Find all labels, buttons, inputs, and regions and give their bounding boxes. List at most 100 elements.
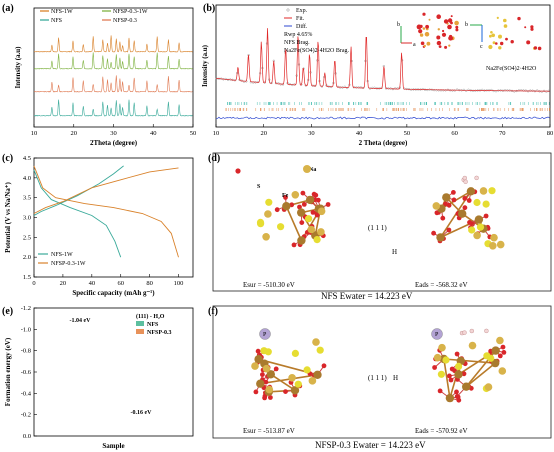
- inset-atom: [489, 34, 492, 38]
- na-atom: [468, 341, 477, 350]
- fe-atom: [445, 393, 455, 403]
- y-tick-label: 3.0: [23, 215, 31, 222]
- na-legend-atom: [303, 165, 311, 173]
- s-atom: [277, 223, 285, 231]
- y-tick-label: -0.6: [21, 369, 32, 376]
- panel-f-esur: Esur = -513.87 eV: [243, 427, 295, 435]
- inset-atom: [419, 30, 422, 34]
- y-tick-label: -1.2: [21, 305, 31, 312]
- plot-frame: [33, 157, 194, 278]
- inset-atom: [492, 41, 496, 45]
- h-atom: [462, 330, 467, 335]
- s-atom: [455, 362, 463, 370]
- na-atom: [317, 228, 325, 236]
- x-tick-label: 80: [146, 280, 153, 287]
- o-atom: [446, 227, 452, 233]
- x-tick-label: 0: [32, 280, 35, 287]
- p-atom-label: P: [435, 332, 439, 338]
- o-atom: [462, 196, 468, 201]
- h-atom: [484, 328, 489, 334]
- panel-b-plot: 10 20 30 40 50 60 70 80 2 Theta (degree) Intensit…: [201, 4, 553, 147]
- inset-atom: [422, 12, 426, 16]
- o-atom: [291, 242, 297, 248]
- na-atom: [317, 207, 326, 216]
- exp-point: [421, 87, 424, 91]
- na-atom: [262, 364, 271, 373]
- exp-point: [437, 89, 440, 92]
- fe-atom: [256, 379, 265, 388]
- o-atom: [301, 202, 307, 207]
- inset-atom: [500, 41, 504, 46]
- s-atom: [294, 380, 302, 388]
- gcd-curve-charge: [33, 167, 179, 214]
- fe-atom: [290, 386, 300, 395]
- y-tick-label: 3.5: [23, 195, 31, 202]
- o-atom: [497, 353, 503, 359]
- s-atom: [316, 346, 324, 354]
- xrd-series-line: [33, 75, 193, 93]
- legend-entry: NFS-1W: [51, 9, 73, 15]
- exp-point: [462, 88, 465, 91]
- p-atom: [431, 328, 443, 340]
- na-atom: [498, 367, 507, 375]
- o-atom: [313, 192, 319, 198]
- inset-atom: [505, 37, 508, 41]
- panel-f-frame: [212, 305, 552, 439]
- o-atom: [466, 198, 472, 203]
- fe-atom: [442, 193, 451, 202]
- exp-point: [513, 90, 516, 93]
- h-atom: [462, 175, 467, 181]
- inset-atom: [450, 21, 453, 25]
- o-atom: [283, 389, 288, 394]
- x-axis-label: 2Theta (degree): [90, 139, 138, 147]
- panel-e: (e) 0.0 -0.2 -0.4 -0.6 -0.8 -1.0 -1.2 Formation…: [2, 305, 194, 450]
- inset-atom: [510, 40, 514, 44]
- fe-atom: [462, 382, 471, 391]
- o-atom: [451, 197, 457, 203]
- fe-atom: [266, 370, 275, 379]
- diff-line: [215, 116, 550, 120]
- y-tick-label: -0.2: [21, 412, 31, 419]
- x-axis-label: Specific capacity (mAh g⁻¹): [72, 289, 155, 297]
- s-atom: [476, 223, 485, 231]
- gcd-curve-discharge: [33, 169, 122, 258]
- na-atom-label: Na: [309, 167, 316, 173]
- inset-atom: [455, 25, 459, 29]
- y-tick-label: -0.4: [21, 390, 32, 397]
- inset-atom: [424, 31, 430, 37]
- panel-c: (c) 0 20 40 60 80 100 1.5 2.0 2.5 3.0 3.5 4.0 4.5 Spe…: [2, 153, 194, 297]
- exp-point: [472, 89, 475, 92]
- inset-atom: [419, 33, 424, 37]
- xrd-series-line: [33, 35, 193, 53]
- inset-atom: [436, 40, 442, 46]
- o-atom: [454, 389, 459, 395]
- inset-atom: [503, 18, 507, 23]
- o-atom: [321, 363, 327, 369]
- o-atom: [283, 195, 288, 200]
- fe-atom: [491, 358, 500, 368]
- o-atom: [454, 394, 460, 399]
- na-atom: [312, 338, 320, 346]
- na-atom: [438, 343, 446, 352]
- x-tick-label: 30: [110, 130, 117, 137]
- exp-point: [451, 89, 454, 92]
- x-axis-label: Sample: [102, 442, 124, 450]
- inset-atom: [448, 44, 451, 47]
- inset-atom: [454, 20, 459, 26]
- panel-d-caption: NFS Ewater = 14.223 eV: [321, 291, 413, 300]
- panel-d-eads: Eads = -568.32 eV: [415, 281, 468, 289]
- inset-axis-letter: b: [397, 22, 400, 28]
- na-atom: [432, 202, 441, 210]
- o-atom: [448, 377, 454, 383]
- o-atom: [310, 210, 316, 215]
- inset-atom: [420, 41, 425, 46]
- panel-b-label: (b): [203, 3, 215, 14]
- y-axis-label: Intensity (a.u): [14, 46, 22, 89]
- legend-swatch: [286, 8, 290, 12]
- y-tick-label: -0.8: [21, 348, 31, 355]
- inset-axis-letter: a: [413, 42, 416, 48]
- y-tick-label: 4.0: [23, 175, 31, 182]
